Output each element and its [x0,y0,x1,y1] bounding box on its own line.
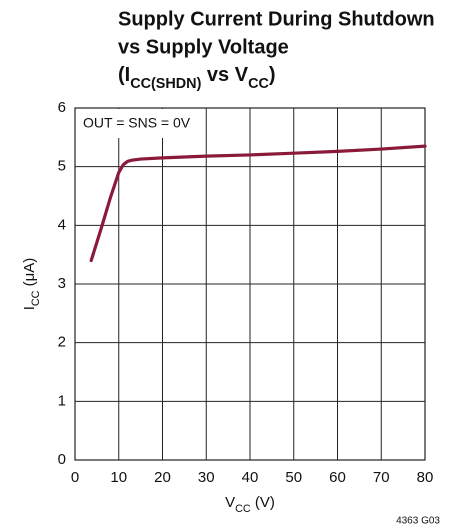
chart-title: Supply Current During Shutdown [118,8,435,30]
text-part: I [21,306,38,310]
y-axis-label: ICC (μA) [21,258,42,311]
chart-title: vs Supply Voltage [118,36,289,58]
y-tick-label: 0 [58,451,66,468]
annotation-box [76,109,198,138]
x-tick-label: 60 [329,469,346,486]
y-tick-label: 5 [58,158,66,175]
x-tick-label: 20 [154,469,171,486]
x-tick-label: 50 [285,469,302,486]
figure-code: 4363 G03 [396,516,440,527]
x-tick-label: 0 [71,469,79,486]
chart-title: (ICC(SHDN) vs VCC) [118,64,276,92]
y-tick-label: 1 [58,392,66,409]
y-tick-label: 6 [58,99,66,116]
subscript: CC(SHDN) [130,76,201,92]
x-tick-label: 10 [110,469,127,486]
text-part: (μA) [21,258,38,291]
text-part: V [225,494,235,511]
subscript: CC [30,290,42,306]
plot-frame [74,107,426,461]
subscript: CC [235,503,251,515]
text-part: vs V [201,64,248,86]
x-tick-label: 80 [417,469,434,486]
text-part: (V) [251,494,275,511]
subscript: CC [248,76,269,92]
annotation: OUT = SNS = 0V [83,115,191,131]
y-tick-label: 4 [58,216,66,233]
x-axis-label: VCC (V) [225,494,275,515]
x-tick-label: 30 [198,469,215,486]
data-line [89,144,427,263]
y-tick-label: 3 [58,275,66,292]
x-tick-label: 70 [373,469,390,486]
x-tick-label: 40 [242,469,259,486]
text-part: ) [269,64,276,86]
y-tick-label: 2 [58,334,66,351]
text-part: (I [118,64,130,86]
